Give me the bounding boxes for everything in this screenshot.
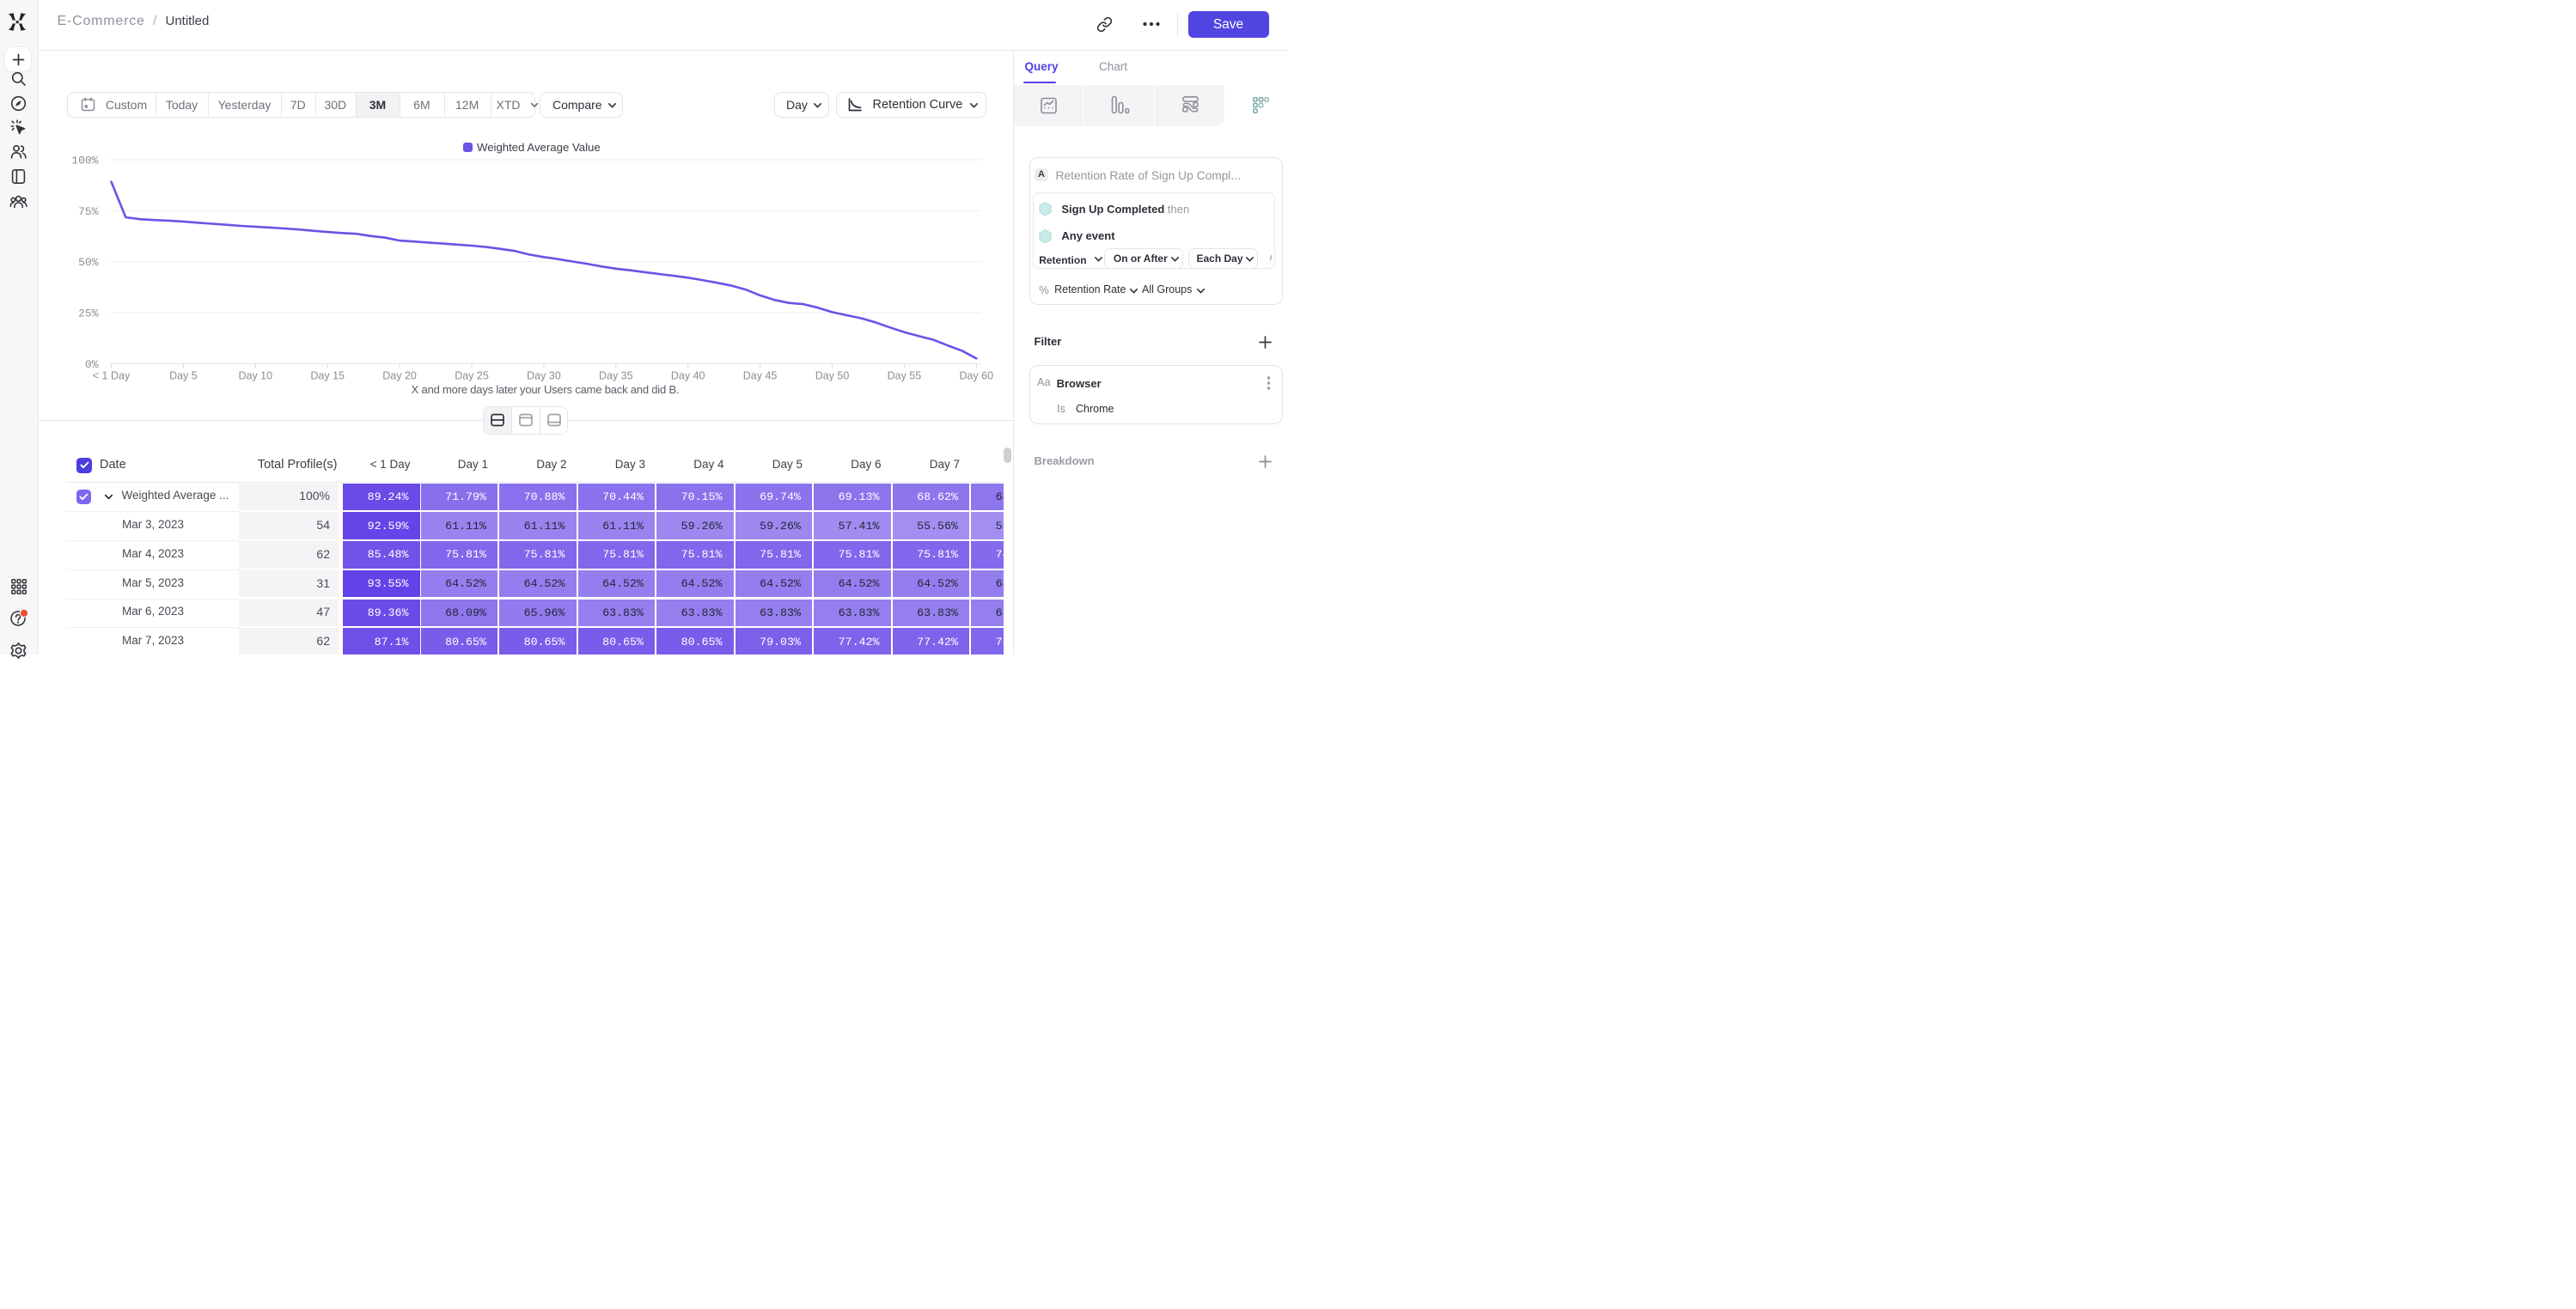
svg-text:Day 10: Day 10	[238, 369, 272, 381]
svg-text:100%: 100%	[71, 154, 98, 167]
svg-text:Day 60: Day 60	[959, 369, 993, 381]
svg-text:Day 50: Day 50	[815, 369, 849, 381]
svg-text:0%: 0%	[84, 358, 98, 371]
svg-text:25%: 25%	[78, 307, 99, 320]
svg-text:75%: 75%	[78, 204, 99, 217]
svg-text:Day 15: Day 15	[310, 369, 345, 381]
svg-text:50%: 50%	[78, 256, 99, 269]
svg-text:< 1 Day: < 1 Day	[92, 369, 130, 381]
svg-text:Day 30: Day 30	[527, 369, 561, 381]
svg-text:Day 40: Day 40	[670, 369, 705, 381]
svg-text:Day 45: Day 45	[742, 369, 777, 381]
svg-text:Day 20: Day 20	[382, 369, 417, 381]
svg-text:Day 5: Day 5	[169, 369, 198, 381]
svg-text:Day 35: Day 35	[598, 369, 632, 381]
svg-text:Day 55: Day 55	[887, 369, 921, 381]
svg-text:Day 25: Day 25	[455, 369, 489, 381]
